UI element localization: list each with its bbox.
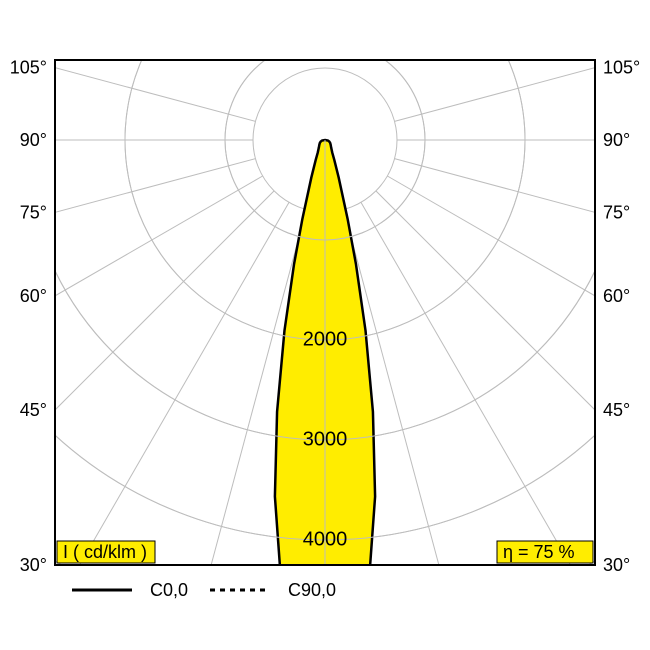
grid-ray (387, 176, 650, 515)
grid-ray (361, 202, 650, 650)
grid-ray (395, 159, 650, 334)
unit-badge-text: I ( cd/klm ) (63, 542, 147, 562)
angle-label-left: 45° (20, 400, 47, 420)
angle-label-left: 30° (20, 555, 47, 575)
angle-label-left: 60° (20, 286, 47, 306)
angle-label-right: 105° (603, 58, 640, 78)
legend-label: C0,0 (150, 580, 188, 600)
grid-ray (0, 176, 263, 515)
grid-ray (0, 159, 255, 334)
ring-label: 4000 (303, 528, 348, 550)
grid-ray (0, 191, 274, 650)
legend-label: C90,0 (288, 580, 336, 600)
ring-label: 3000 (303, 428, 348, 450)
angle-label-left: 90° (20, 130, 47, 150)
angle-label-right: 30° (603, 555, 630, 575)
angle-label-left: 105° (10, 58, 47, 78)
grid-ray (376, 191, 650, 650)
polar-luminous-intensity-chart: 2000 3000 4000 I ( cd/klm ) η = 75 % 30° 30° 45… (0, 0, 650, 650)
angle-label-left: 75° (20, 202, 47, 222)
angle-label-right: 90° (603, 130, 630, 150)
ring-label: 2000 (303, 328, 348, 350)
angle-label-right: 45° (603, 400, 630, 420)
angle-label-right: 60° (603, 286, 630, 306)
grid-ray (0, 202, 289, 650)
efficiency-badge-text: η = 75 % (503, 542, 575, 562)
angle-label-right: 75° (603, 202, 630, 222)
